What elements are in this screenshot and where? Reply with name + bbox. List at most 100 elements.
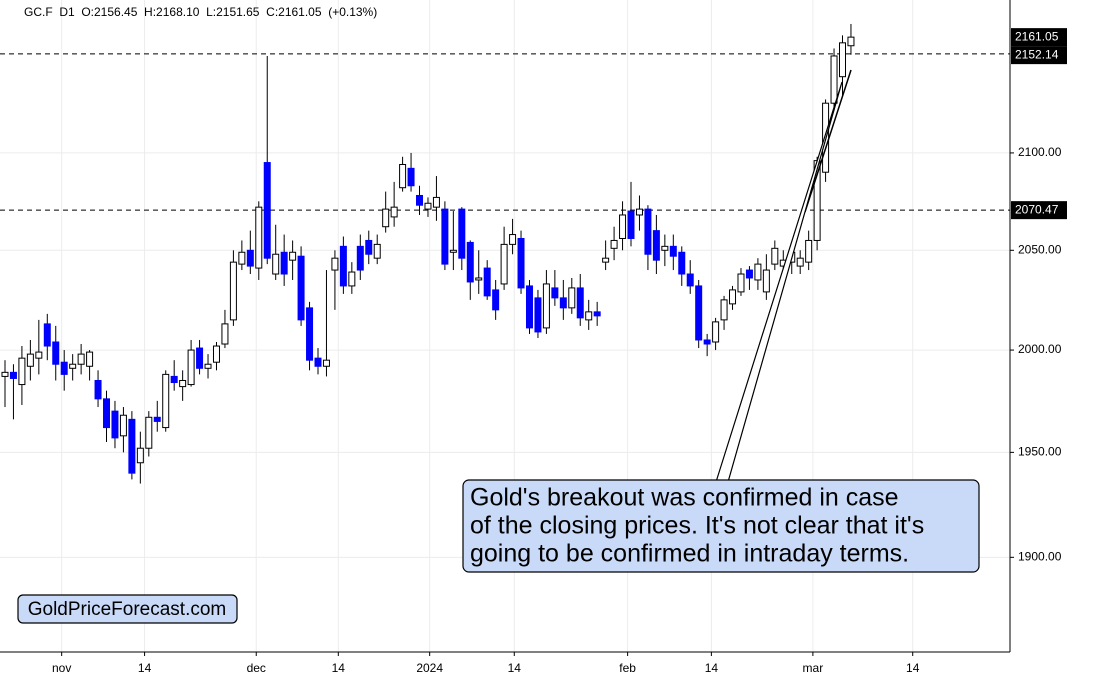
candle-body bbox=[390, 206, 398, 218]
candle-body bbox=[729, 289, 737, 305]
candle-body bbox=[204, 363, 212, 369]
x-tick-label: 2024 bbox=[416, 661, 443, 675]
candle-body bbox=[576, 287, 584, 319]
candle-body bbox=[805, 239, 813, 263]
candle-body bbox=[26, 353, 34, 367]
candle-body bbox=[525, 285, 533, 329]
candle-body bbox=[610, 239, 618, 249]
candle-body bbox=[695, 285, 703, 341]
candle-body bbox=[18, 357, 26, 386]
candle-body bbox=[492, 289, 500, 311]
candle-body bbox=[619, 214, 627, 239]
price-label-box bbox=[1011, 46, 1067, 65]
y-tick-label: 1950.00 bbox=[1018, 445, 1062, 459]
candle-body bbox=[483, 267, 491, 297]
candle-body bbox=[373, 243, 381, 259]
candles bbox=[1, 23, 855, 484]
candle-body bbox=[500, 243, 508, 285]
x-tick-label: 14 bbox=[705, 661, 719, 675]
candle-body bbox=[703, 339, 711, 345]
header: GC.F D1 O:2156.45 H:2168.10 L:2151.65 C:… bbox=[24, 5, 377, 19]
candle-body bbox=[712, 321, 720, 343]
candle-body bbox=[212, 345, 220, 363]
candle-body bbox=[229, 261, 237, 321]
candle-body bbox=[720, 299, 728, 321]
candle-body bbox=[542, 283, 550, 329]
candle-body bbox=[145, 416, 153, 449]
candle-body bbox=[1, 371, 9, 377]
candle-body bbox=[297, 255, 305, 321]
candle-body bbox=[280, 251, 288, 275]
candle-body bbox=[838, 42, 846, 78]
candle-body bbox=[221, 323, 229, 345]
candle-body bbox=[652, 230, 660, 261]
candle-body bbox=[162, 373, 170, 429]
candle-body bbox=[348, 271, 356, 287]
candle-body bbox=[602, 257, 610, 263]
candle-body bbox=[644, 208, 652, 255]
candle-body bbox=[568, 287, 576, 309]
watermark-box bbox=[17, 594, 238, 624]
y-tick-label: 2100.00 bbox=[1018, 145, 1062, 159]
annotation-box bbox=[462, 479, 980, 573]
candle-body bbox=[754, 263, 762, 281]
candle-body bbox=[60, 361, 68, 375]
candle-body bbox=[94, 379, 102, 400]
candle-body bbox=[847, 36, 855, 47]
price-label: 2161.05 bbox=[1015, 29, 1059, 43]
candle-body bbox=[432, 196, 440, 208]
candle-body bbox=[136, 447, 144, 464]
candle-body bbox=[111, 410, 119, 439]
candle-body bbox=[449, 249, 457, 253]
candle-body bbox=[272, 253, 280, 275]
candle-body bbox=[365, 239, 373, 255]
candle-body bbox=[77, 353, 85, 365]
candle-body bbox=[399, 163, 407, 189]
candle-body bbox=[153, 416, 161, 422]
candle-body bbox=[179, 379, 187, 388]
candle-body bbox=[771, 247, 779, 265]
candle-body bbox=[441, 208, 449, 265]
candle-body bbox=[669, 245, 677, 257]
x-tick-label: dec bbox=[247, 661, 266, 675]
candle-body bbox=[238, 251, 246, 265]
price-label: 2152.14 bbox=[1015, 47, 1059, 61]
candle-body bbox=[559, 297, 567, 309]
candle-body bbox=[43, 323, 51, 347]
candle-body bbox=[255, 206, 263, 269]
candle-body bbox=[466, 241, 474, 283]
candle-body bbox=[686, 273, 694, 287]
candle-body bbox=[407, 167, 415, 187]
candle-body bbox=[339, 245, 347, 287]
annotation-line: Gold's breakout was confirmed in case bbox=[470, 484, 899, 512]
candle-body bbox=[593, 311, 601, 317]
candle-body bbox=[263, 162, 271, 259]
candle-body bbox=[424, 202, 432, 210]
candle-body bbox=[627, 210, 635, 239]
watermark: GoldPriceForecast.com bbox=[28, 599, 227, 620]
price-label-box bbox=[1011, 28, 1067, 47]
candle-body bbox=[187, 349, 195, 386]
candle-body bbox=[661, 245, 669, 251]
candle-body bbox=[128, 418, 136, 474]
annotation-line: of the closing prices. It's not clear th… bbox=[470, 512, 924, 540]
candle-body bbox=[635, 208, 643, 216]
candle-body bbox=[416, 194, 424, 206]
candle-body bbox=[678, 251, 686, 275]
candle-body bbox=[289, 251, 297, 261]
candle-body bbox=[356, 245, 364, 271]
candle-body bbox=[331, 257, 339, 271]
candle-body bbox=[86, 351, 94, 367]
candle-body bbox=[382, 208, 390, 228]
x-tick-label: 14 bbox=[906, 661, 920, 675]
candle-body bbox=[119, 414, 127, 437]
x-tick-label: 14 bbox=[508, 661, 522, 675]
candle-body bbox=[509, 234, 517, 245]
y-tick-label: 2000.00 bbox=[1018, 342, 1062, 356]
price-label: 2070.47 bbox=[1015, 202, 1059, 216]
candle-body bbox=[762, 269, 770, 293]
annotation-line: going to be confirmed in intraday terms. bbox=[470, 540, 909, 568]
price-label-box bbox=[1011, 201, 1067, 220]
candle-body bbox=[322, 359, 330, 367]
